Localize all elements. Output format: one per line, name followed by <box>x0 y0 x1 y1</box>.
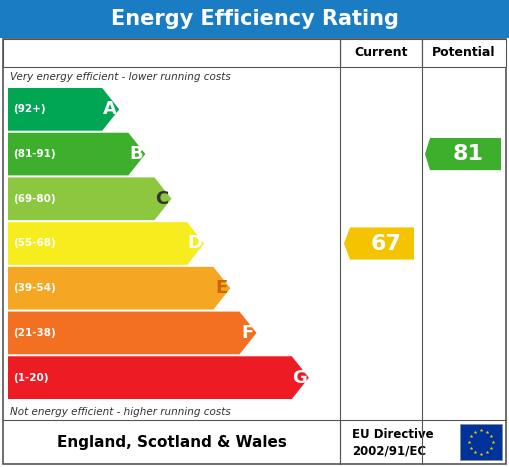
Text: F: F <box>241 324 253 342</box>
Text: A: A <box>103 100 117 118</box>
Text: Potential: Potential <box>432 47 496 59</box>
Text: C: C <box>156 190 169 208</box>
Text: (39-54): (39-54) <box>13 283 56 293</box>
Polygon shape <box>8 356 309 399</box>
Text: E: E <box>215 279 227 297</box>
Text: (21-38): (21-38) <box>13 328 56 338</box>
Text: 67: 67 <box>371 234 402 254</box>
Polygon shape <box>8 177 172 220</box>
Polygon shape <box>8 88 119 131</box>
Text: Not energy efficient - higher running costs: Not energy efficient - higher running co… <box>10 407 231 417</box>
Bar <box>0 0 509 38</box>
Text: (92+): (92+) <box>13 104 46 114</box>
Text: 2002/91/EC: 2002/91/EC <box>352 444 426 457</box>
Polygon shape <box>8 133 146 176</box>
Text: EU Directive: EU Directive <box>352 428 434 440</box>
Text: B: B <box>129 145 143 163</box>
Bar <box>3 39 340 67</box>
Text: Very energy efficient - lower running costs: Very energy efficient - lower running co… <box>10 72 231 82</box>
Bar <box>460 424 502 460</box>
Polygon shape <box>425 138 501 170</box>
Text: (69-80): (69-80) <box>13 194 55 204</box>
Text: G: G <box>292 368 307 387</box>
Text: (81-91): (81-91) <box>13 149 55 159</box>
Text: (1-20): (1-20) <box>13 373 48 382</box>
Bar <box>422 39 506 67</box>
Text: Current: Current <box>354 47 408 59</box>
Polygon shape <box>344 227 414 260</box>
Polygon shape <box>8 222 204 265</box>
Text: 81: 81 <box>453 144 484 164</box>
Text: D: D <box>187 234 203 253</box>
Bar <box>340 39 422 67</box>
Text: (55-68): (55-68) <box>13 239 56 248</box>
Polygon shape <box>8 311 257 354</box>
Text: England, Scotland & Wales: England, Scotland & Wales <box>56 434 287 450</box>
Text: Energy Efficiency Rating: Energy Efficiency Rating <box>110 9 399 29</box>
Polygon shape <box>8 267 231 310</box>
